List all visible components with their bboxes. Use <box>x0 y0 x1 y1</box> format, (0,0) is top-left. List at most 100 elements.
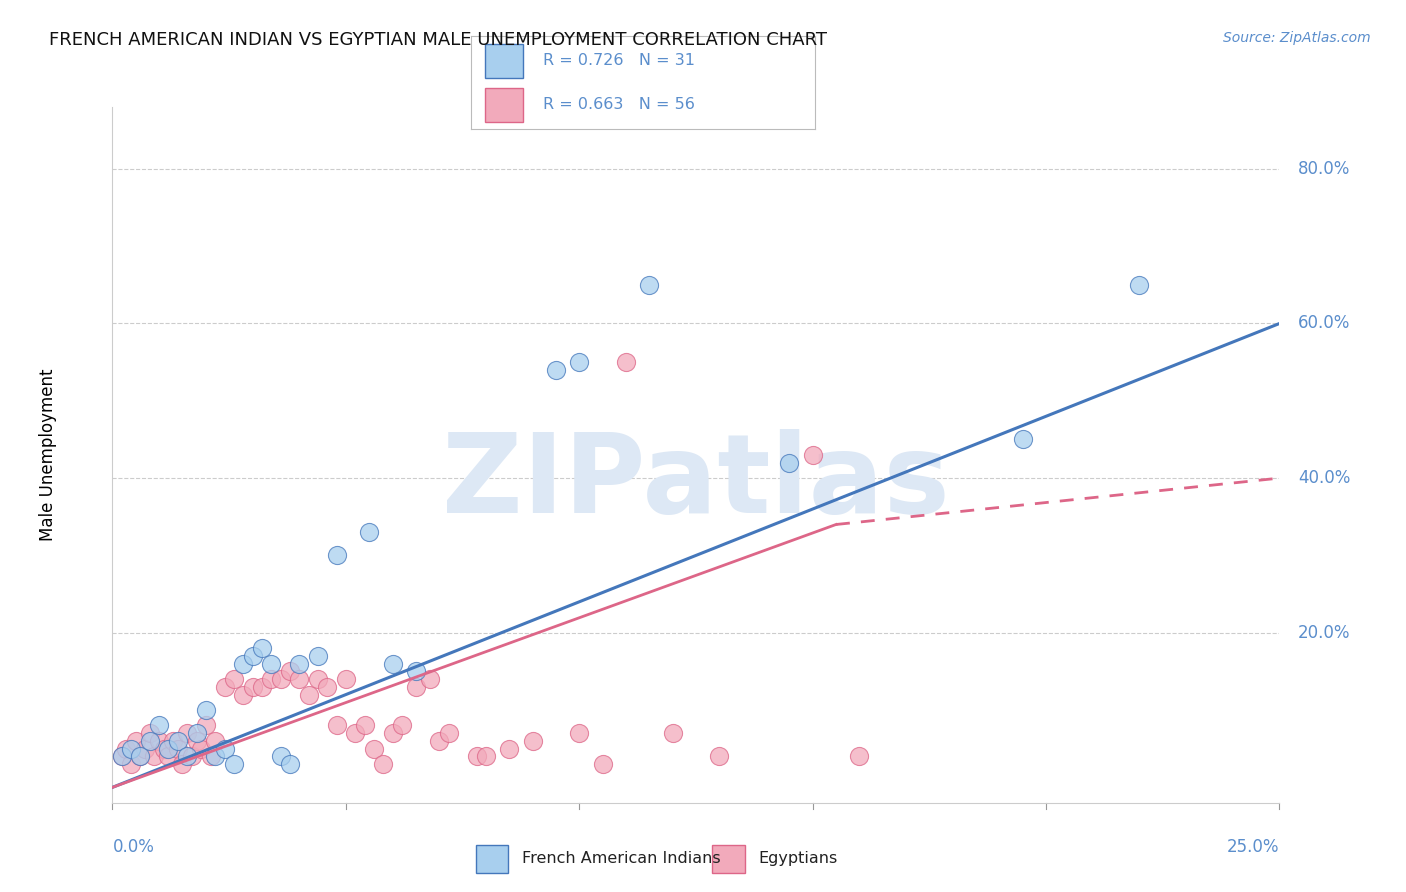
Point <box>190 741 212 756</box>
Point <box>568 726 591 740</box>
Text: FRENCH AMERICAN INDIAN VS EGYPTIAN MALE UNEMPLOYMENT CORRELATION CHART: FRENCH AMERICAN INDIAN VS EGYPTIAN MALE … <box>49 31 827 49</box>
Point <box>111 749 134 764</box>
Point <box>134 741 156 756</box>
Point <box>1128 277 1150 292</box>
Bar <box>475 845 508 872</box>
Point <box>120 757 142 772</box>
Point <box>232 688 254 702</box>
Point <box>848 749 870 764</box>
Point <box>1011 433 1033 447</box>
Point <box>427 734 450 748</box>
Point <box>592 757 614 772</box>
Point <box>139 726 162 740</box>
Bar <box>485 88 523 122</box>
Point <box>186 726 208 740</box>
Point <box>391 718 413 732</box>
Point <box>437 726 460 740</box>
Point <box>325 718 347 732</box>
Point <box>344 726 367 740</box>
Point <box>475 749 498 764</box>
Point <box>194 703 217 717</box>
Point <box>194 718 217 732</box>
Text: Male Unemployment: Male Unemployment <box>39 368 58 541</box>
Point <box>544 363 567 377</box>
Point <box>115 741 138 756</box>
Point <box>139 734 162 748</box>
Point <box>307 648 329 663</box>
Text: ZIPatlas: ZIPatlas <box>441 429 950 536</box>
Point <box>204 734 226 748</box>
Point <box>335 672 357 686</box>
Point <box>200 749 222 764</box>
Text: French American Indians: French American Indians <box>522 851 721 866</box>
Point <box>353 718 375 732</box>
Point <box>405 680 427 694</box>
Text: R = 0.663   N = 56: R = 0.663 N = 56 <box>543 97 695 112</box>
Point <box>166 734 188 748</box>
Point <box>778 456 800 470</box>
Point <box>373 757 395 772</box>
Point <box>242 680 264 694</box>
Point <box>288 657 311 671</box>
Point <box>250 680 273 694</box>
Point <box>186 734 208 748</box>
Text: Source: ZipAtlas.com: Source: ZipAtlas.com <box>1223 31 1371 45</box>
Point <box>222 672 245 686</box>
Point <box>661 726 683 740</box>
Text: R = 0.726   N = 31: R = 0.726 N = 31 <box>543 54 696 69</box>
Point <box>638 277 661 292</box>
Text: 60.0%: 60.0% <box>1298 315 1351 333</box>
Point <box>801 448 824 462</box>
Point <box>162 734 184 748</box>
Point <box>125 734 148 748</box>
Point <box>153 741 176 756</box>
Text: 80.0%: 80.0% <box>1298 160 1351 178</box>
Point <box>214 741 236 756</box>
Point <box>522 734 544 748</box>
Point <box>232 657 254 671</box>
Point <box>363 741 385 756</box>
Point <box>419 672 441 686</box>
Point <box>222 757 245 772</box>
Point <box>148 734 170 748</box>
Point <box>297 688 319 702</box>
Text: 25.0%: 25.0% <box>1227 838 1279 855</box>
Point <box>381 726 404 740</box>
Point <box>316 680 339 694</box>
Point <box>204 749 226 764</box>
Point <box>129 749 152 764</box>
Bar <box>713 845 745 872</box>
Point <box>270 672 292 686</box>
Point <box>143 749 166 764</box>
Point <box>260 657 283 671</box>
Point <box>405 665 427 679</box>
Text: 0.0%: 0.0% <box>112 838 155 855</box>
Point <box>157 749 180 764</box>
Point <box>568 355 591 369</box>
Text: Egyptians: Egyptians <box>759 851 838 866</box>
Text: 20.0%: 20.0% <box>1298 624 1351 641</box>
Point <box>270 749 292 764</box>
Point <box>614 355 637 369</box>
Point <box>242 648 264 663</box>
Point <box>111 749 134 764</box>
Point <box>307 672 329 686</box>
Point <box>278 757 301 772</box>
Point <box>157 741 180 756</box>
Point <box>381 657 404 671</box>
Point <box>172 757 194 772</box>
Point <box>176 726 198 740</box>
Point <box>166 741 188 756</box>
Point <box>250 641 273 656</box>
Point <box>325 549 347 563</box>
Point <box>288 672 311 686</box>
Point <box>709 749 731 764</box>
Point <box>214 680 236 694</box>
Point <box>465 749 488 764</box>
Point <box>120 741 142 756</box>
Point <box>498 741 520 756</box>
Point <box>278 665 301 679</box>
Text: 40.0%: 40.0% <box>1298 469 1351 487</box>
Point <box>260 672 283 686</box>
Point <box>176 749 198 764</box>
